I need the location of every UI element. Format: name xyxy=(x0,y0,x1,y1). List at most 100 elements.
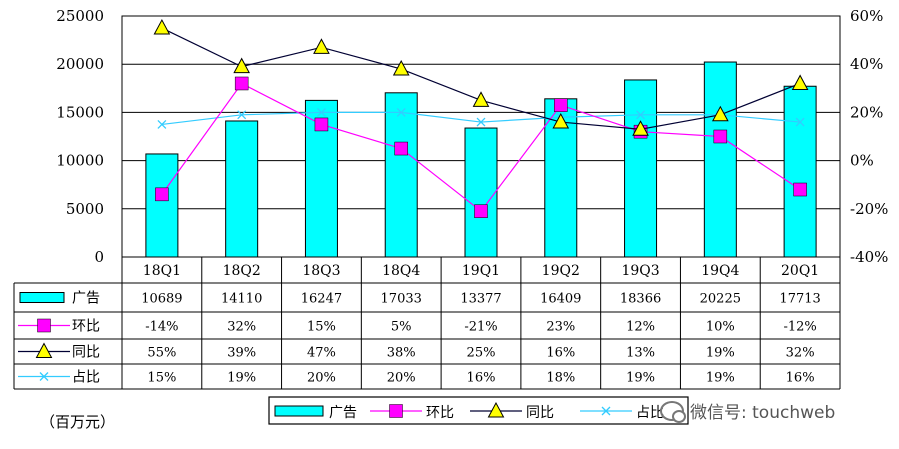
data-label: 16% xyxy=(467,371,496,386)
left-axis-tick: 5000 xyxy=(66,200,104,218)
category-label: 19Q1 xyxy=(462,263,500,279)
legend-marker xyxy=(487,401,505,418)
data-label: 16% xyxy=(546,346,575,361)
left-axis-tick: 25000 xyxy=(56,7,104,25)
legend-label: 同比 xyxy=(526,405,554,421)
row-label: 环比 xyxy=(72,319,100,335)
bar xyxy=(703,61,737,258)
legend-label: 广告 xyxy=(329,405,357,421)
data-label: 15% xyxy=(307,320,336,335)
data-point xyxy=(554,98,568,112)
category-label: 19Q2 xyxy=(542,263,580,279)
right-axis-tick: -40% xyxy=(850,248,888,266)
data-label: 12% xyxy=(626,320,655,335)
unit-label: （百万元） xyxy=(40,413,116,431)
data-label: -21% xyxy=(464,320,497,335)
data-label: 32% xyxy=(227,320,256,335)
right-axis-tick: 20% xyxy=(850,103,883,121)
data-point xyxy=(396,107,406,117)
data-point xyxy=(636,110,646,120)
data-point xyxy=(155,187,169,202)
left-axis-tick: 0 xyxy=(94,248,104,266)
category-label: 18Q1 xyxy=(143,263,181,279)
bar xyxy=(225,120,259,258)
right-axis-tick: 40% xyxy=(850,55,883,73)
data-point xyxy=(392,59,410,76)
bar xyxy=(464,127,498,258)
category-label: 18Q2 xyxy=(223,263,261,279)
row-key-marker xyxy=(35,342,53,358)
bar xyxy=(145,153,179,258)
data-label: 25% xyxy=(467,346,496,361)
data-label: 19% xyxy=(706,346,735,361)
data-point xyxy=(237,110,247,120)
bar xyxy=(624,79,658,258)
data-point xyxy=(711,105,729,122)
data-label: 19% xyxy=(626,371,655,386)
data-label: 10689 xyxy=(141,292,182,307)
left-axis-tick: 20000 xyxy=(56,55,104,73)
data-point xyxy=(157,119,167,129)
data-point xyxy=(316,107,326,117)
data-label: 32% xyxy=(786,346,815,361)
legend-key xyxy=(274,405,324,417)
row-key-marker xyxy=(37,318,51,333)
data-label: 14110 xyxy=(221,292,262,307)
data-point xyxy=(795,117,805,127)
data-label: 13377 xyxy=(460,292,501,307)
category-label: 18Q4 xyxy=(382,263,420,279)
data-label: 55% xyxy=(147,346,176,361)
row-label: 同比 xyxy=(72,345,100,361)
category-label: 18Q3 xyxy=(302,263,340,279)
data-label: 15% xyxy=(147,371,176,386)
data-label: 16409 xyxy=(540,292,581,307)
watermark: 微信号: touchweb xyxy=(660,398,835,423)
data-label: 20225 xyxy=(700,292,741,307)
data-point xyxy=(233,57,251,74)
data-label: 16% xyxy=(786,371,815,386)
data-label: 20% xyxy=(307,371,336,386)
row-key-marker xyxy=(39,372,49,381)
data-label: 19% xyxy=(706,371,735,386)
data-point xyxy=(713,129,728,144)
legend-marker xyxy=(601,406,611,416)
legend-label: 环比 xyxy=(426,405,454,421)
right-axis-tick: 60% xyxy=(850,7,883,25)
data-label: 39% xyxy=(227,346,256,361)
wechat-icon xyxy=(660,400,686,423)
data-point xyxy=(313,38,330,54)
data-label: 18% xyxy=(546,371,575,386)
data-point xyxy=(394,141,408,156)
data-label: 17713 xyxy=(779,292,820,307)
data-point xyxy=(472,91,490,107)
data-label: 13% xyxy=(626,346,655,361)
category-label: 19Q3 xyxy=(621,263,659,279)
left-axis-tick: 15000 xyxy=(56,103,104,121)
data-point xyxy=(153,18,171,35)
data-label: 38% xyxy=(387,346,416,361)
data-label: 10% xyxy=(706,320,735,335)
data-point xyxy=(476,117,486,127)
data-label: 19% xyxy=(227,371,256,386)
data-label: 23% xyxy=(546,320,575,335)
row-label: 广告 xyxy=(72,291,100,307)
data-label: 16247 xyxy=(301,292,342,307)
watermark-text: 微信号: touchweb xyxy=(690,403,836,423)
right-axis-tick: 0% xyxy=(850,152,874,170)
data-point xyxy=(793,182,807,197)
row-label: 占比 xyxy=(72,370,100,386)
left-axis-tick: 10000 xyxy=(56,152,104,170)
data-label: 47% xyxy=(307,346,336,361)
data-point xyxy=(234,76,249,91)
data-label: 18366 xyxy=(620,292,661,307)
data-label: 20% xyxy=(387,371,416,386)
category-label: 19Q4 xyxy=(701,263,739,279)
data-label: 17033 xyxy=(381,292,422,307)
data-point xyxy=(632,120,649,136)
data-point xyxy=(791,74,809,90)
data-point xyxy=(552,112,570,129)
legend-label: 占比 xyxy=(636,405,664,421)
data-label: -12% xyxy=(783,320,816,335)
bar xyxy=(783,85,817,258)
